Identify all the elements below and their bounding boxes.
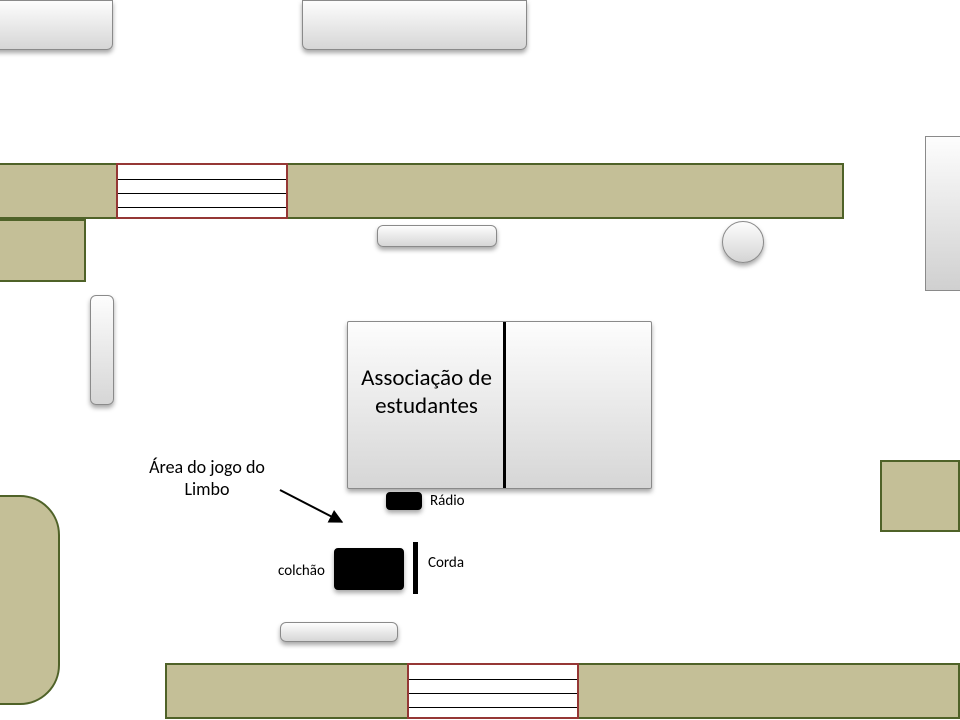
limbo-arrow [0, 0, 960, 720]
stairs-bottom [407, 663, 579, 719]
rounded-left-shape [0, 495, 60, 705]
gray-bar-bottom [280, 622, 398, 642]
